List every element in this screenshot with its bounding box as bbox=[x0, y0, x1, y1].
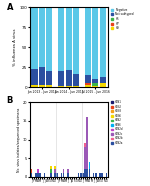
Bar bbox=[46, 71, 52, 85]
Bar bbox=[92, 83, 98, 86]
Bar bbox=[80, 173, 82, 177]
Bar bbox=[99, 173, 101, 177]
Bar bbox=[63, 173, 64, 177]
Bar bbox=[31, 85, 38, 87]
Bar bbox=[58, 7, 64, 71]
Bar bbox=[82, 173, 84, 177]
Bar bbox=[84, 169, 86, 177]
Bar bbox=[92, 86, 98, 87]
Bar bbox=[31, 69, 38, 85]
Bar bbox=[50, 169, 52, 173]
Bar bbox=[35, 173, 37, 177]
Bar bbox=[89, 169, 90, 177]
Legend: H9N1, H3N2, H3N8, H4N6, H6N2, H6N6, H9N2d, H9N2c, H9N2b, H9N2a: H9N1, H3N2, H3N8, H4N6, H6N2, H6N6, H9N2… bbox=[111, 100, 124, 145]
Bar bbox=[56, 173, 58, 177]
Text: B: B bbox=[7, 96, 13, 105]
Bar bbox=[39, 173, 41, 177]
Bar bbox=[73, 86, 79, 87]
Bar bbox=[85, 76, 91, 83]
Bar bbox=[84, 143, 86, 147]
Bar bbox=[31, 173, 32, 177]
Bar bbox=[95, 173, 97, 177]
Bar bbox=[100, 77, 106, 83]
Bar bbox=[39, 67, 45, 85]
Bar bbox=[73, 74, 79, 86]
Bar bbox=[85, 83, 91, 85]
Bar bbox=[66, 86, 72, 87]
Bar bbox=[61, 173, 62, 177]
Bar bbox=[46, 7, 52, 71]
Bar bbox=[100, 7, 106, 77]
Legend: Negative, Not subtyped, H5, H7, H9: Negative, Not subtyped, H5, H7, H9 bbox=[111, 7, 134, 31]
Bar bbox=[37, 173, 39, 177]
Bar bbox=[44, 173, 45, 177]
Bar bbox=[85, 7, 91, 76]
Bar bbox=[63, 169, 64, 173]
Bar bbox=[66, 70, 72, 86]
Bar bbox=[67, 173, 69, 177]
Bar bbox=[50, 173, 52, 177]
Bar bbox=[89, 162, 90, 169]
Bar bbox=[37, 169, 39, 173]
Bar bbox=[84, 147, 86, 169]
Bar bbox=[58, 71, 64, 86]
Bar bbox=[50, 166, 52, 169]
Bar bbox=[93, 173, 94, 177]
Bar bbox=[58, 86, 64, 87]
Bar bbox=[100, 83, 106, 87]
Bar bbox=[46, 85, 52, 87]
Bar bbox=[73, 7, 79, 74]
Bar bbox=[85, 85, 91, 87]
Y-axis label: No. virus isolates/sequenced specimens: No. virus isolates/sequenced specimens bbox=[17, 107, 21, 172]
Bar bbox=[54, 173, 56, 177]
Bar bbox=[92, 7, 98, 79]
Y-axis label: % influenza A virus: % influenza A virus bbox=[13, 29, 17, 66]
Bar bbox=[54, 169, 56, 173]
Bar bbox=[67, 169, 69, 173]
Bar bbox=[101, 173, 103, 177]
Bar bbox=[86, 117, 88, 169]
Bar bbox=[31, 169, 32, 173]
Text: A: A bbox=[7, 3, 13, 12]
Bar bbox=[92, 79, 98, 83]
Bar bbox=[39, 85, 45, 87]
Bar bbox=[78, 173, 79, 177]
Bar bbox=[86, 169, 88, 177]
Bar bbox=[54, 166, 56, 169]
Bar bbox=[31, 7, 38, 69]
Bar bbox=[39, 7, 45, 67]
Bar bbox=[106, 173, 107, 177]
Bar bbox=[66, 7, 72, 70]
